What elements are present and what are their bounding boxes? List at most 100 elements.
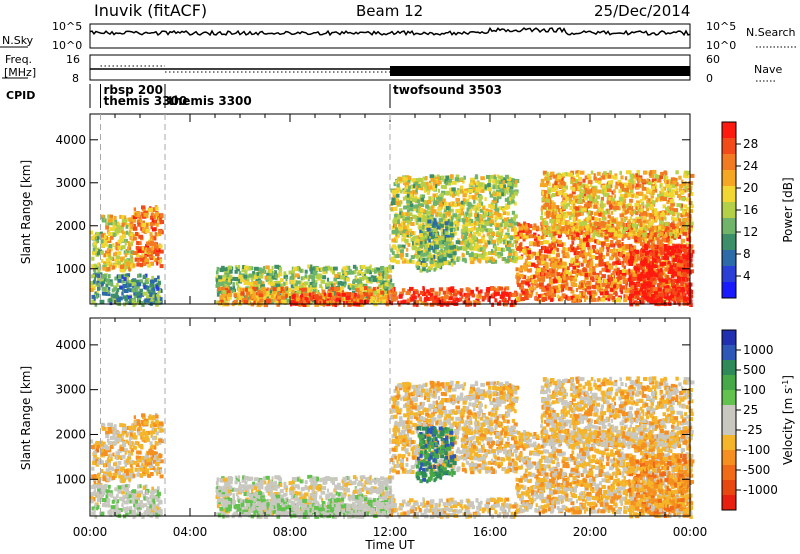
power-cell	[525, 253, 529, 257]
power-cell	[224, 287, 229, 292]
power-cell	[541, 257, 544, 262]
power-cell	[238, 271, 242, 276]
power-cell	[546, 284, 550, 289]
power-cell	[474, 213, 477, 218]
power-cell	[646, 240, 651, 245]
power-cell	[424, 234, 428, 239]
power-cell	[566, 233, 570, 237]
power-cell	[552, 212, 555, 217]
power-cell	[395, 179, 398, 184]
power-cell	[582, 259, 588, 264]
power-cell	[553, 276, 556, 281]
power-cell	[379, 297, 383, 302]
power-cell	[418, 213, 422, 218]
power-cell	[407, 242, 411, 247]
power-cell	[106, 267, 111, 271]
power-cell	[457, 192, 460, 197]
power-cell	[479, 198, 482, 203]
power-cell	[421, 228, 425, 233]
power-cell	[110, 293, 116, 298]
power-cell	[433, 261, 438, 266]
power-cell	[494, 298, 497, 303]
power-cell	[293, 293, 299, 298]
power-cell	[395, 234, 399, 239]
power-cell	[411, 198, 417, 203]
power-cell	[133, 207, 136, 212]
freq-panel: Freq. [MHz] 16 8 Nave 60 0	[2, 53, 782, 85]
power-cell	[469, 209, 473, 214]
power-cell	[574, 224, 578, 229]
power-cell	[150, 225, 153, 230]
power-cell	[491, 258, 495, 263]
power-cell	[463, 214, 466, 219]
power-cell	[472, 186, 476, 191]
power-cell	[599, 270, 602, 275]
power-cell	[152, 241, 157, 246]
power-cell	[586, 242, 589, 246]
power-cell	[444, 221, 449, 226]
power-cell	[571, 190, 576, 195]
power-cell	[405, 291, 411, 296]
power-cell	[393, 254, 396, 259]
power-cell	[503, 189, 507, 194]
power-cell	[397, 233, 400, 238]
power-cell	[613, 252, 618, 257]
power-cell	[455, 208, 460, 213]
power-cell	[621, 275, 626, 280]
power-cell	[306, 287, 311, 292]
power-cell	[393, 291, 398, 296]
power-cell	[439, 223, 444, 228]
power-cell	[330, 283, 335, 288]
power-cell	[575, 251, 581, 255]
power-cell	[558, 243, 564, 247]
power-cell	[584, 298, 587, 302]
power-cell	[387, 297, 391, 302]
power-cell	[468, 188, 473, 193]
power-cell	[558, 278, 562, 283]
power-cell	[604, 291, 609, 295]
power-cell	[127, 246, 130, 251]
power-cell	[587, 285, 592, 290]
power-cell	[107, 248, 110, 253]
power-cell	[428, 196, 432, 201]
power-cell	[621, 261, 625, 265]
power-cell	[130, 238, 135, 243]
power-cell	[546, 272, 551, 276]
power-cell	[641, 201, 645, 206]
power-cell	[325, 298, 330, 303]
power-cell	[473, 204, 477, 209]
power-cell	[142, 259, 146, 264]
power-cell	[493, 196, 497, 201]
power-cell	[434, 244, 439, 249]
power-cell	[137, 273, 140, 278]
power-cell	[143, 210, 148, 215]
power-cell	[588, 237, 594, 242]
power-cell	[527, 250, 532, 255]
power-cell	[426, 289, 430, 294]
power-cell	[337, 272, 341, 277]
power-cell	[493, 290, 497, 295]
power-cell	[157, 275, 160, 280]
power-cell	[445, 214, 448, 219]
power-cell	[594, 274, 599, 279]
power-cell	[437, 188, 440, 193]
power-cell	[421, 262, 427, 267]
power-cell	[538, 261, 543, 266]
power-cell	[495, 223, 501, 228]
power-cell	[487, 251, 493, 256]
power-cell	[532, 226, 537, 231]
power-cell	[222, 290, 227, 295]
power-cell	[538, 241, 544, 245]
power-cell	[391, 250, 395, 255]
power-cell	[485, 212, 488, 217]
power-cell	[280, 300, 284, 305]
power-cell	[425, 204, 430, 209]
power-cell	[574, 255, 578, 260]
power-cell	[232, 285, 236, 290]
power-cell	[633, 232, 638, 237]
power-cell	[451, 256, 456, 261]
power-cell	[116, 229, 121, 233]
power-cell	[427, 200, 432, 204]
power-cell	[341, 297, 344, 302]
power-cell	[364, 288, 368, 293]
